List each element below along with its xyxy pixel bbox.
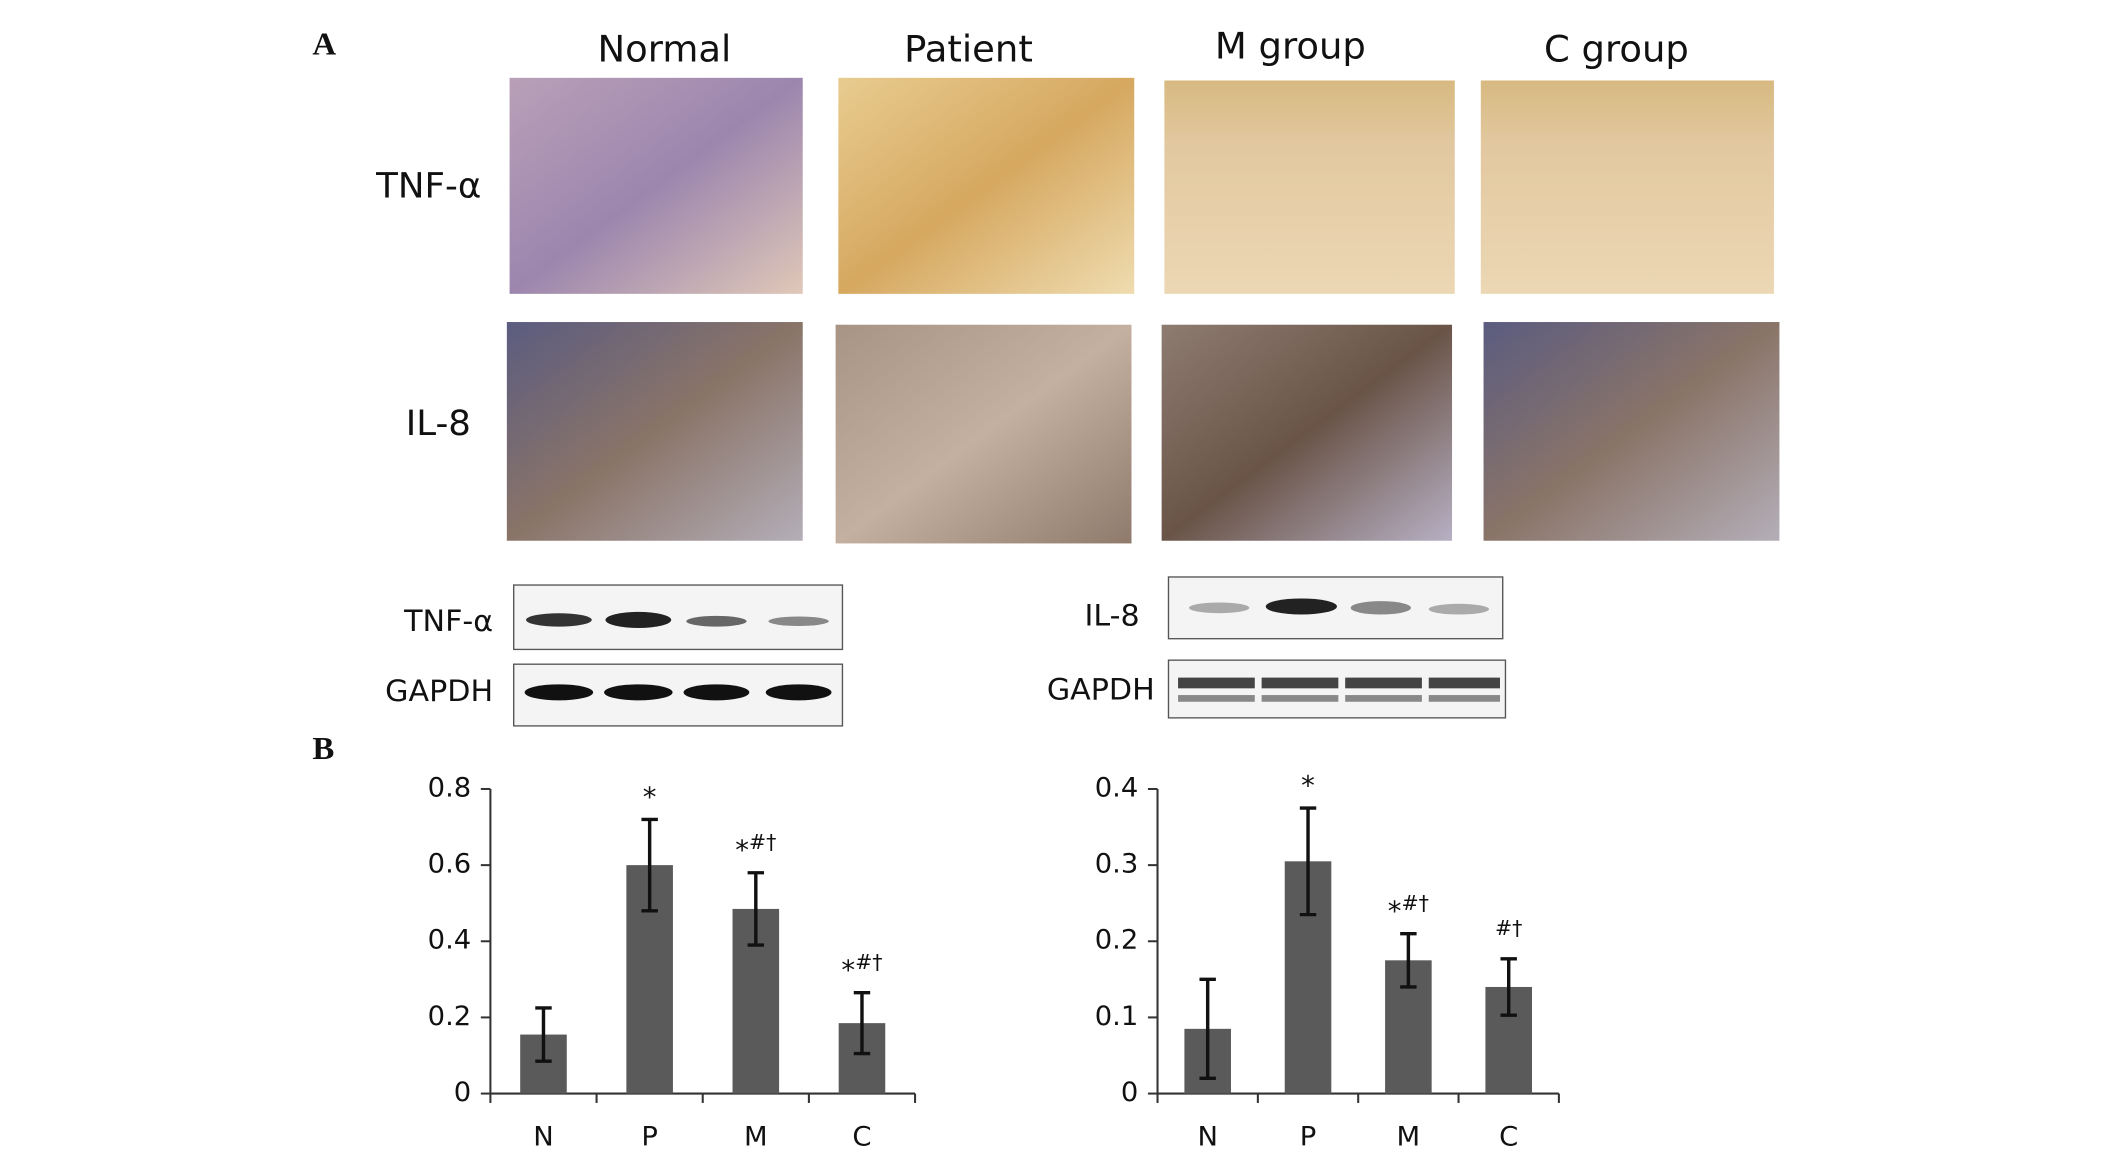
row-label: TNF-α bbox=[375, 166, 481, 207]
y-tick-label: 0.6 bbox=[428, 849, 472, 880]
x-tick-label: C bbox=[1499, 1122, 1518, 1153]
blot-label: IL-8 bbox=[1085, 599, 1140, 634]
blot-label: GAPDH bbox=[385, 674, 493, 709]
x-tick-label: M bbox=[1397, 1122, 1421, 1153]
micrograph bbox=[838, 77, 1135, 294]
x-tick-label: P bbox=[1300, 1122, 1317, 1153]
western-blot bbox=[513, 576, 1507, 727]
y-tick-label: 0.2 bbox=[428, 1001, 472, 1032]
y-tick-label: 0.2 bbox=[1095, 925, 1139, 956]
significance-superscript: #† bbox=[749, 830, 776, 854]
y-tick-label: 0.8 bbox=[428, 773, 472, 804]
error-bar bbox=[1199, 977, 1216, 1081]
significance-star: * bbox=[1301, 770, 1315, 801]
error-bar bbox=[535, 1006, 552, 1063]
y-tick-label: 0.4 bbox=[428, 925, 472, 956]
error-bar bbox=[641, 817, 658, 913]
significance-star: * bbox=[643, 782, 657, 813]
error-bar bbox=[1400, 931, 1417, 989]
significance-superscript: #† bbox=[1401, 891, 1428, 915]
significance-star: * bbox=[735, 835, 749, 866]
error-bar bbox=[747, 871, 765, 947]
row-label: IL-8 bbox=[406, 404, 471, 445]
x-tick-label: M bbox=[744, 1122, 768, 1153]
error-bar bbox=[1500, 957, 1517, 1017]
error-bar bbox=[1299, 806, 1317, 917]
x-tick-label: P bbox=[641, 1122, 658, 1153]
micrograph bbox=[1480, 80, 1774, 294]
micrograph bbox=[506, 322, 803, 541]
y-tick-label: 0 bbox=[1121, 1077, 1138, 1108]
y-tick-label: 0.1 bbox=[1095, 1001, 1139, 1032]
x-tick-label: N bbox=[533, 1122, 553, 1153]
column-label: Normal bbox=[597, 28, 731, 71]
micrograph bbox=[1483, 322, 1780, 541]
x-tick-label: C bbox=[852, 1122, 871, 1153]
significance-mark: *#† bbox=[735, 830, 776, 865]
column-label: M group bbox=[1215, 25, 1366, 68]
y-tick-label: 0.4 bbox=[1095, 773, 1139, 804]
blot-label: TNF-α bbox=[403, 604, 493, 639]
micrograph bbox=[835, 324, 1132, 544]
column-label: Patient bbox=[904, 28, 1033, 71]
column-label: C group bbox=[1544, 28, 1689, 71]
significance-superscript: #† bbox=[1495, 916, 1522, 940]
micrograph bbox=[1161, 324, 1453, 541]
significance-superscript: #† bbox=[855, 950, 882, 974]
panel-label: B bbox=[312, 731, 334, 767]
significance-mark: #† bbox=[1495, 916, 1522, 940]
significance-mark: * bbox=[643, 782, 657, 813]
micrograph bbox=[509, 77, 803, 294]
significance-mark: *#† bbox=[841, 950, 882, 985]
significance-star: * bbox=[841, 955, 855, 986]
y-tick-label: 0.3 bbox=[1095, 849, 1139, 880]
significance-mark: * bbox=[1301, 770, 1315, 801]
significance-star: * bbox=[1388, 896, 1402, 927]
y-tick-label: 0 bbox=[454, 1077, 471, 1108]
blot-bands bbox=[524, 598, 1500, 702]
micrograph bbox=[1164, 80, 1455, 294]
significance-mark: *#† bbox=[1388, 891, 1429, 926]
panel-label: A bbox=[312, 27, 336, 63]
blot-label: GAPDH bbox=[1047, 673, 1155, 708]
x-tick-label: N bbox=[1197, 1122, 1217, 1153]
error-bar bbox=[853, 990, 871, 1056]
